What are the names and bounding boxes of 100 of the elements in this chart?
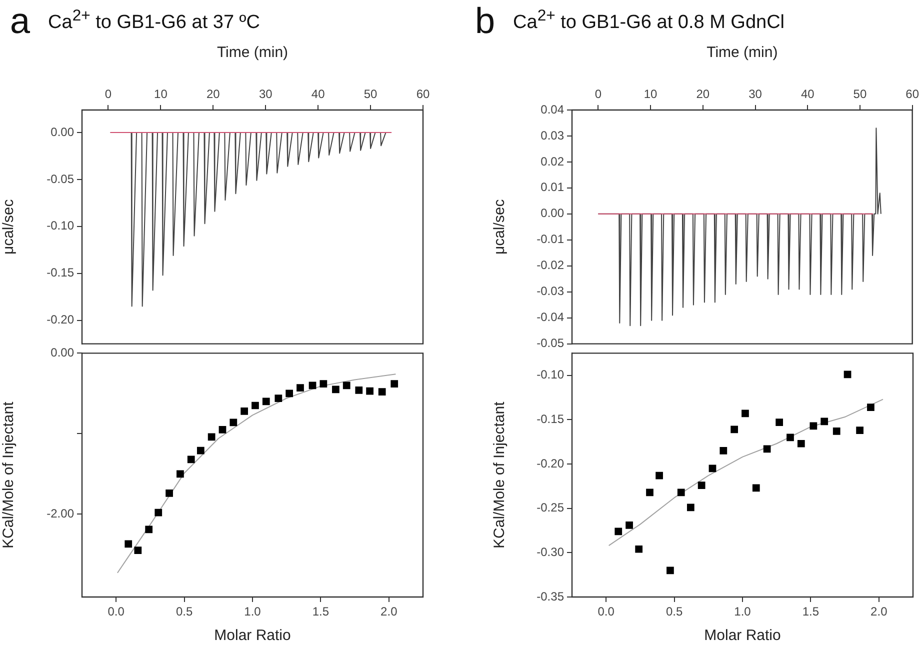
x-tick-label: 0 [594,87,602,102]
point [262,398,270,406]
x-tick-label: 0.0 [108,604,125,619]
x-tick-label: 20 [206,87,220,102]
y-tick-label: 0.02 [540,154,564,168]
x-tick-label: 0.5 [666,604,683,619]
x-tick-label: 30 [748,87,762,102]
x-axis-title: Molar Ratio [214,627,291,644]
point [844,370,852,378]
point [730,426,738,434]
point [742,410,749,418]
point [230,418,238,426]
text: b [475,0,496,41]
point [832,428,840,435]
x-tick-label: 1.5 [802,604,820,619]
y-tick-label: -0.03 [536,284,564,298]
point [786,434,794,442]
y-tick-label: -0.05 [46,172,74,186]
point [614,528,622,536]
y-tick-label: -0.35 [536,589,564,604]
y-tick-label: 0.00 [540,206,564,220]
y-tick-label: -0.10 [536,368,564,382]
y-tick-label: -2.00 [46,506,74,520]
x-axis-title: Molar Ratio [704,627,781,644]
y-tick-label: -0.01 [536,232,564,246]
text: a [10,0,30,41]
point [646,488,654,496]
y-axis-title: μcal/sec [491,198,508,255]
y-axis-title: KCal/Mole of Injectant [0,400,18,548]
y-tick-label: 0.00 [50,124,74,139]
y-tick-label: -0.30 [536,544,564,559]
y-tick-label: 0.03 [540,128,564,142]
point [656,472,663,480]
point [677,488,685,496]
y-tick-label: -0.10 [46,218,74,233]
x-tick-label: 10 [644,87,658,102]
point [666,566,674,574]
y-tick-label: 0.00 [50,346,74,360]
point [240,407,248,415]
point [332,386,340,394]
point [196,446,204,454]
point [720,447,728,454]
point [867,404,874,411]
x-tick-label: 40 [800,87,815,102]
point [797,440,805,448]
x-tick-label: 0.5 [176,604,193,619]
point [176,470,184,478]
point [635,545,643,553]
point [820,418,828,426]
chart-title: Ca$^{2+}$ to GB1-G6 at 0.8 M GdnCl [513,8,785,34]
x-tick-label: 1.5 [312,604,330,619]
x-tick-label: 60 [906,87,920,102]
point [208,433,216,441]
point [134,546,142,554]
point [355,386,363,394]
point [154,508,162,516]
point [626,522,633,529]
point [856,426,864,434]
y-tick-label: -0.15 [46,266,74,280]
y-tick-label: -0.05 [536,336,564,350]
point [810,422,818,430]
point [286,390,294,398]
point [752,484,760,492]
x-tick-label: 10 [154,87,168,102]
x-tick-label: 30 [258,87,273,102]
y-tick-label: -0.20 [46,312,74,327]
y-tick-label: -0.20 [536,456,564,470]
y-tick-label: 0.01 [540,180,564,194]
y-axis-title: μcal/sec [0,198,18,255]
y-tick-label: -0.25 [536,500,564,515]
point [698,482,706,489]
point [166,490,173,497]
y-tick-label: -0.02 [536,258,564,272]
x-tick-label: 2.0 [380,604,398,619]
x-tick-label: 50 [853,87,867,102]
chart-title: Ca$^{2+}$ to GB1-G6 at 37 ºC [48,8,260,34]
point [342,382,350,390]
point [187,456,195,464]
x-axis-title: Time (min) [216,44,288,62]
x-tick-label: 0 [104,87,112,102]
y-axis-title: KCal/Mole of Injectant [491,400,508,548]
point [296,384,304,392]
y-tick-label: 0.04 [540,102,564,116]
point [390,380,398,388]
x-axis-title: Time (min) [706,44,778,62]
point [776,418,784,426]
point [218,426,226,434]
point [763,445,771,453]
x-tick-label: 40 [311,87,326,102]
x-tick-label: 1.0 [734,604,752,619]
point [378,388,386,396]
x-tick-label: 1.0 [244,604,262,619]
point [708,464,716,472]
point [686,504,694,512]
x-tick-label: 20 [696,87,710,102]
x-tick-label: 0.0 [598,604,615,619]
x-tick-label: 2.0 [870,604,888,619]
y-tick-label: -0.04 [536,310,564,324]
x-tick-label: 60 [416,87,430,102]
point [145,526,153,534]
